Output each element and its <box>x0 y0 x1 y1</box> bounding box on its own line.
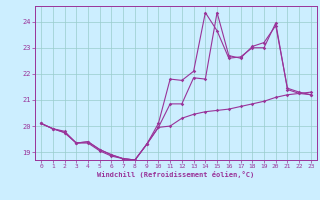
X-axis label: Windchill (Refroidissement éolien,°C): Windchill (Refroidissement éolien,°C) <box>97 171 255 178</box>
